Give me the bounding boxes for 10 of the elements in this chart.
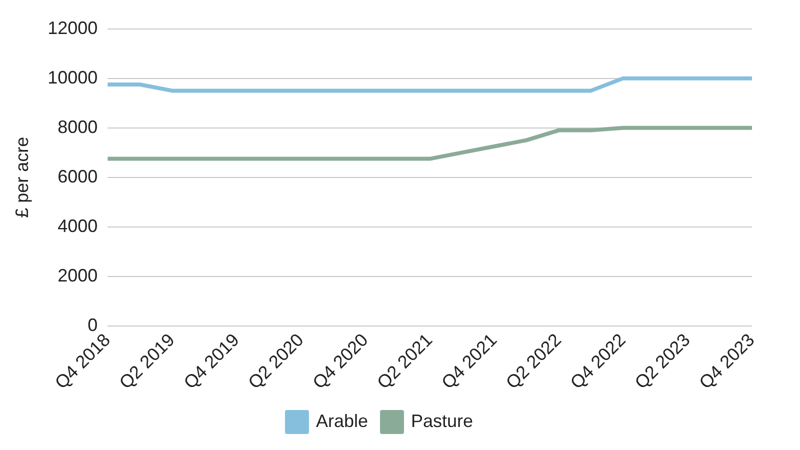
y-axis-title: £ per acre [12,136,32,218]
y-tick-label: 8000 [58,116,98,137]
legend-label: Arable [316,410,368,431]
y-tick-label: 4000 [58,216,98,236]
y-tick-label: 10000 [48,67,98,88]
legend-label: Pasture [411,410,474,431]
y-tick-label: 2000 [58,265,98,286]
y-tick-label: 12000 [48,18,98,38]
y-tick-label: 6000 [58,166,98,186]
y-tick-label: 0 [88,314,98,335]
